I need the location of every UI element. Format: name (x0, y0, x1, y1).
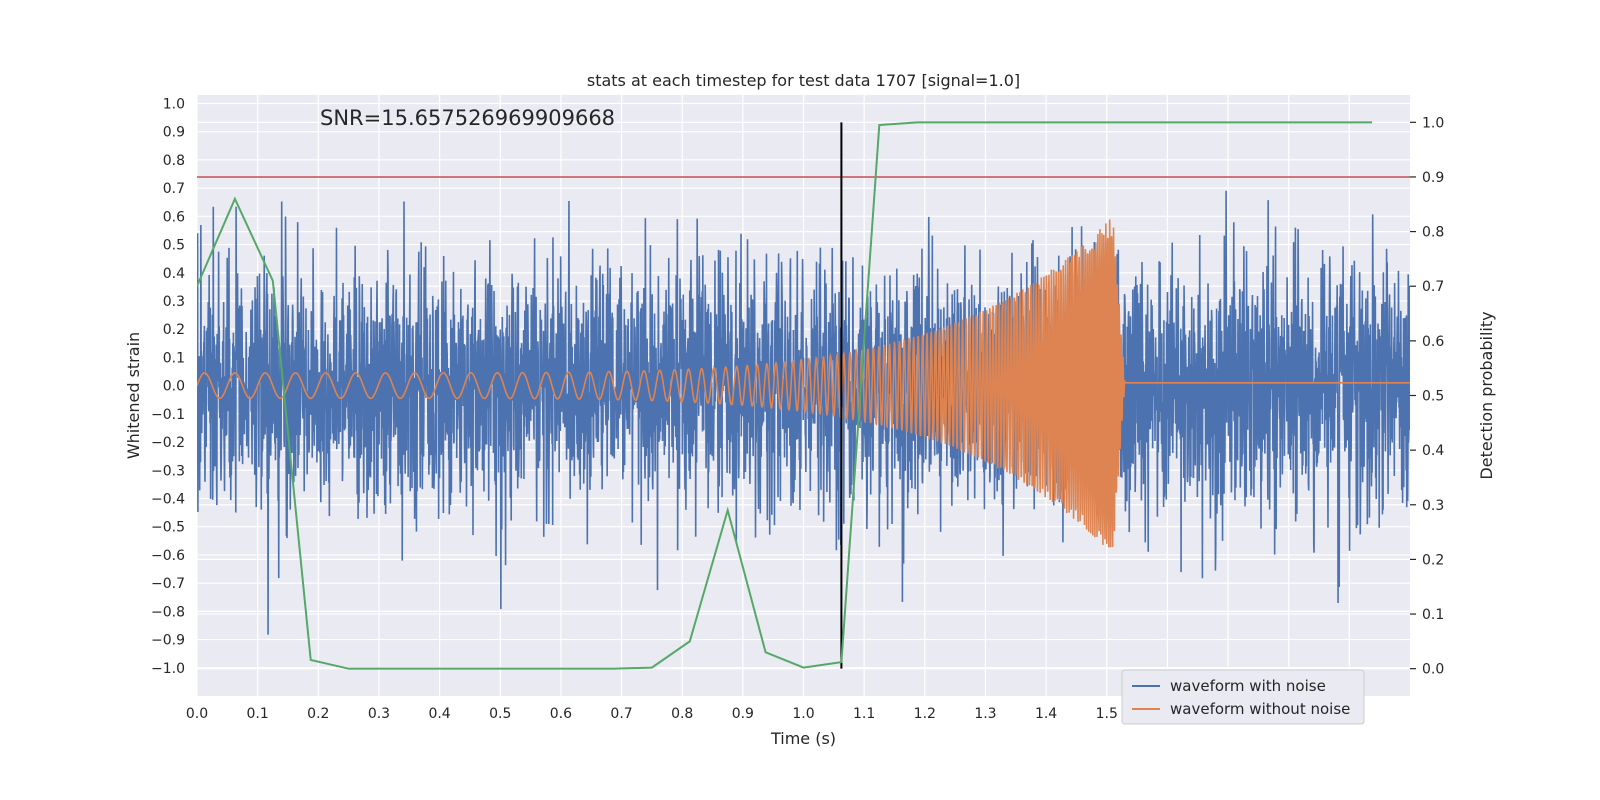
y2-tick-label: 0.8 (1422, 225, 1444, 241)
y-tick-label: −0.7 (151, 576, 185, 592)
y2-tick-label: 0.3 (1422, 498, 1444, 514)
legend: waveform with noise waveform without noi… (1121, 669, 1365, 725)
x-tick-label: 1.0 (792, 706, 814, 722)
y-tick-label: 0.6 (163, 209, 185, 225)
y2-tick-label: 0.0 (1422, 662, 1444, 678)
x-tick-label: 0.5 (489, 706, 511, 722)
y-tick-label: −0.4 (151, 491, 185, 507)
x-tick-label: 0.6 (550, 706, 572, 722)
y2-tick-label: 0.4 (1422, 443, 1444, 459)
y-tick-label: 1.0 (163, 96, 185, 112)
y-tick-label: 0.5 (163, 238, 185, 254)
series-detection-probability (197, 121, 1373, 670)
y-tick-label: −0.8 (151, 604, 185, 620)
y-tick-label: −0.9 (151, 633, 185, 649)
snr-annotation: SNR=15.657526969909668 (320, 106, 615, 130)
x-tick-label: 1.3 (974, 706, 996, 722)
x-tick-label: 1.4 (1035, 706, 1057, 722)
x-tick-label: 0.2 (307, 706, 329, 722)
x-tick-label: 0.4 (428, 706, 450, 722)
y2-axis-label: Detection probability (1477, 311, 1496, 479)
legend-entry-clean: waveform without noise (1170, 700, 1350, 718)
y-tick-label: 0.7 (163, 181, 185, 197)
x-tick-label: 0.8 (671, 706, 693, 722)
legend-entry-noise: waveform with noise (1170, 677, 1326, 695)
x-tick-label: 1.2 (914, 706, 936, 722)
y-axis-ticks: 1.0 0.9 0.8 0.7 0.6 0.5 0.4 0.3 0.2 0.1 0.0 −0.1 −0.… (151, 96, 185, 676)
series-waveform-without-noise (197, 219, 1410, 548)
x-tick-label: 0.0 (186, 706, 208, 722)
y2-tick-label: 0.7 (1422, 279, 1444, 295)
y2-tick-label: 0.6 (1422, 334, 1444, 350)
x-tick-label: 0.3 (368, 706, 390, 722)
x-tick-label: 0.7 (610, 706, 632, 722)
y-tick-label: 0.0 (163, 379, 185, 395)
y-tick-label: −0.5 (151, 520, 185, 536)
y2-tick-label: 0.9 (1422, 170, 1444, 186)
y-tick-label: −0.2 (151, 435, 185, 451)
x-tick-label: 0.1 (247, 706, 269, 722)
y-axis-label: Whitened strain (124, 332, 143, 459)
y2-tick-label: 0.2 (1422, 552, 1444, 568)
y-tick-label: 0.2 (163, 322, 185, 338)
y-tick-label: −0.6 (151, 548, 185, 564)
x-tick-label: 1.5 (1096, 706, 1118, 722)
y2-tick-label: 1.0 (1422, 115, 1444, 131)
y-tick-label: 0.8 (163, 153, 185, 169)
y-tick-label: 0.3 (163, 294, 185, 310)
legend-box (1121, 669, 1365, 725)
x-axis-label: Time (s) (770, 729, 836, 748)
y2-axis-ticks: 1.0 0.9 0.8 0.7 0.6 0.5 0.4 0.3 0.2 0.1 0.0 (1410, 115, 1444, 678)
y-tick-label: 0.9 (163, 125, 185, 141)
y-tick-label: −0.1 (151, 407, 185, 423)
y-tick-label: −0.3 (151, 463, 185, 479)
x-tick-label: 0.9 (732, 706, 754, 722)
y2-tick-label: 0.1 (1422, 607, 1444, 623)
x-tick-label: 1.1 (853, 706, 875, 722)
plot-lines (197, 121, 1410, 670)
y-tick-label: 0.4 (163, 266, 185, 282)
y2-tick-label: 0.5 (1422, 389, 1444, 405)
y-tick-label: −1.0 (151, 661, 185, 677)
y-tick-label: 0.1 (163, 350, 185, 366)
chart-title: stats at each timestep for test data 170… (587, 71, 1020, 90)
